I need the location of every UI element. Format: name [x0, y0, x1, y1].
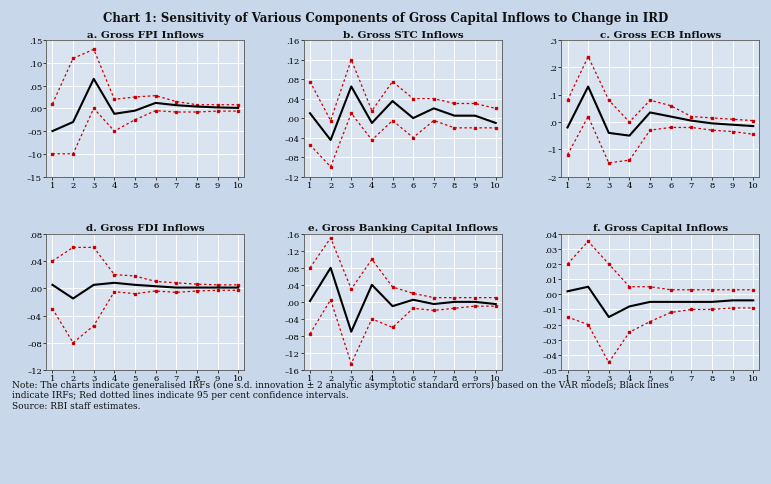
Title: b. Gross STC Inflows: b. Gross STC Inflows: [342, 30, 463, 40]
Text: Note: The charts indicate generalised IRFs (one s.d. innovation ± 2 analytic asy: Note: The charts indicate generalised IR…: [12, 380, 668, 410]
Title: a. Gross FPI Inflows: a. Gross FPI Inflows: [87, 30, 204, 40]
Text: Chart 1: Sensitivity of Various Components of Gross Capital Inflows to Change in: Chart 1: Sensitivity of Various Componen…: [103, 12, 668, 25]
Title: f. Gross Capital Inflows: f. Gross Capital Inflows: [593, 224, 728, 233]
Title: e. Gross Banking Capital Inflows: e. Gross Banking Capital Inflows: [308, 224, 498, 233]
Title: c. Gross ECB Inflows: c. Gross ECB Inflows: [600, 30, 721, 40]
Title: d. Gross FDI Inflows: d. Gross FDI Inflows: [86, 224, 204, 233]
